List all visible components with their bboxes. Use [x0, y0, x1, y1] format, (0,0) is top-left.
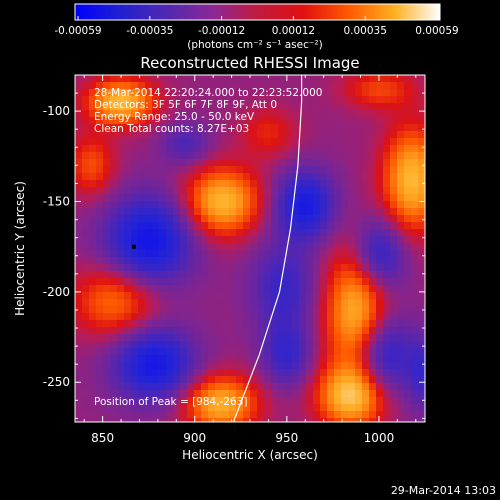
- chart-title: Reconstructed RHESSI Image: [140, 54, 359, 72]
- colorbar-tick-label: 0.00035: [343, 25, 386, 37]
- y-axis-label: Heliocentric Y (arcsec): [13, 181, 27, 316]
- solar-limb-curve: [232, 75, 303, 422]
- x-tick-label: 950: [275, 431, 298, 445]
- annotation-line: Clean Total counts: 8.27E+03: [94, 123, 249, 135]
- annotation-line: Energy Range: 25.0 - 50.0 keV: [94, 111, 255, 123]
- annotation-line: 28-Mar-2014 22:20:24.000 to 22:23:52.000: [94, 87, 322, 99]
- colorbar-tick-label: -0.00059: [54, 25, 101, 37]
- colorbar-tick-label: -0.00012: [198, 25, 245, 37]
- x-tick-label: 900: [183, 431, 206, 445]
- annotation-line: Detectors: 3F 5F 6F 7F 8F 9F, Att 0: [94, 99, 277, 111]
- y-tick-label: -100: [43, 104, 70, 118]
- footer-timestamp: 29-Mar-2014 13:03: [391, 484, 496, 497]
- y-tick-label: -250: [43, 375, 70, 389]
- colorbar: -0.00059 -0.00035 -0.00012 0.00012 0.00035 0.…: [54, 3, 459, 51]
- x-axis-label: Heliocentric X (arcsec): [182, 448, 318, 462]
- peak-position-label: Position of Peak = [984,-263]: [94, 396, 248, 408]
- y-tick-label: -200: [43, 285, 70, 299]
- centroid-marker: [131, 244, 136, 249]
- colorbar-tick-label: 0.00012: [272, 25, 315, 37]
- annotations: 28-Mar-2014 22:20:24.000 to 22:23:52.000…: [94, 87, 322, 135]
- colorbar-tick-label: 0.00059: [415, 25, 458, 37]
- y-tick-label: -150: [43, 195, 70, 209]
- colorbar-gradient: [74, 3, 441, 21]
- colorbar-unit-label: (photons cm⁻² s⁻¹ asec⁻²): [187, 39, 322, 51]
- x-axis-ticks: 850 900 950 1000: [83, 75, 417, 445]
- x-tick-label: 850: [91, 431, 114, 445]
- y-axis-ticks: -100 -150 -200 -250: [43, 92, 425, 419]
- colorbar-tick-label: -0.00035: [126, 25, 173, 37]
- colorbar-ticks: -0.00059 -0.00035 -0.00012 0.00012 0.00035 0.…: [54, 16, 459, 37]
- x-tick-label: 1000: [364, 431, 395, 445]
- plot-area: 850 900 950 1000 -100 -150 -200 -250 28-Mar-20…: [43, 74, 426, 445]
- heatmap-image: [75, 75, 425, 422]
